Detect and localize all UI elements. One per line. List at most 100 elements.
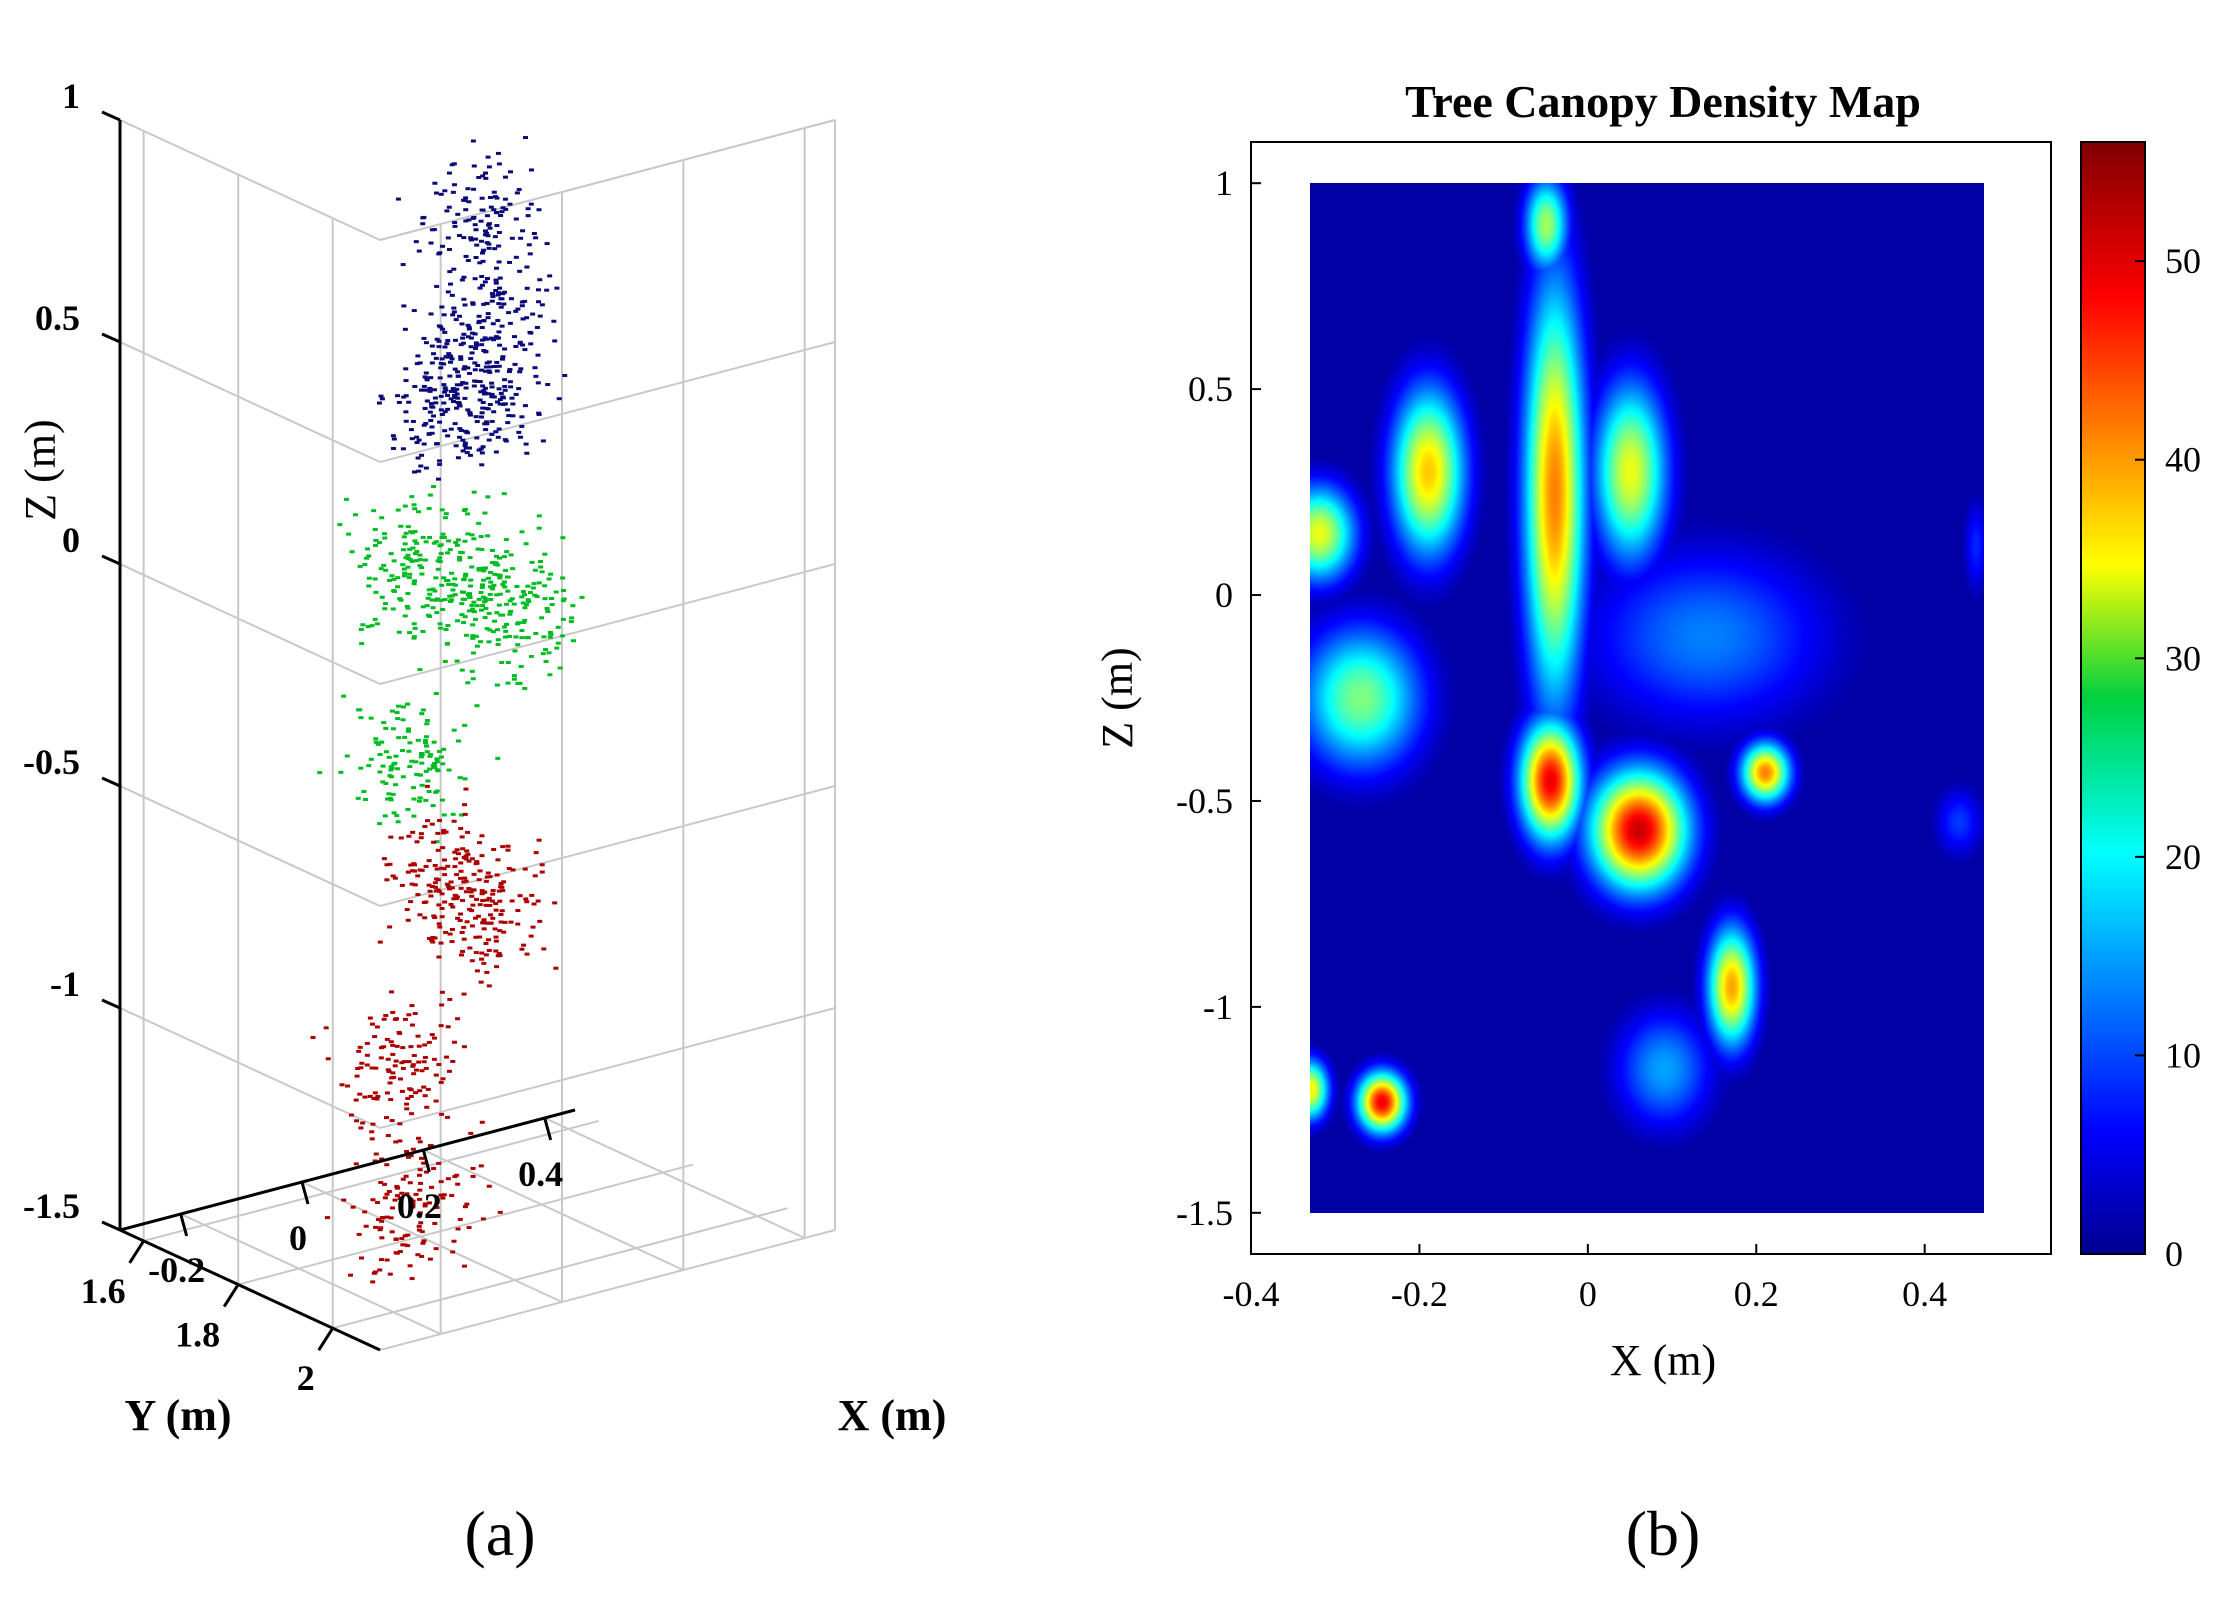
- point: [487, 1185, 492, 1188]
- point: [436, 956, 441, 959]
- point: [450, 940, 455, 943]
- point: [471, 601, 476, 604]
- point: [457, 315, 462, 318]
- point: [426, 1088, 431, 1091]
- point: [423, 422, 428, 425]
- point: [552, 339, 557, 342]
- point: [410, 1277, 415, 1280]
- point: [524, 603, 529, 606]
- point: [535, 595, 540, 598]
- point: [410, 883, 415, 886]
- point: [497, 428, 502, 431]
- point: [393, 1064, 398, 1067]
- point: [442, 813, 447, 816]
- point: [405, 1244, 410, 1247]
- point: [523, 136, 528, 139]
- point: [504, 603, 509, 606]
- point: [368, 1095, 373, 1098]
- point: [371, 509, 376, 512]
- point: [501, 931, 506, 934]
- point: [411, 815, 416, 818]
- point: [455, 660, 460, 663]
- point: [503, 176, 508, 179]
- point: [395, 711, 400, 714]
- point: [383, 1014, 388, 1017]
- point: [545, 383, 550, 386]
- point: [460, 278, 465, 281]
- point: [434, 540, 439, 543]
- point: [421, 536, 426, 539]
- point: [491, 410, 496, 413]
- point: [387, 579, 392, 582]
- point: [507, 370, 512, 373]
- point: [473, 347, 478, 350]
- point: [474, 436, 479, 439]
- point: [473, 277, 478, 280]
- point: [414, 436, 419, 439]
- x-tick-label: 0.4: [1902, 1274, 1947, 1314]
- point: [551, 320, 556, 323]
- point: [362, 1096, 367, 1099]
- point: [439, 756, 444, 759]
- point: [459, 887, 464, 890]
- point: [442, 331, 447, 334]
- point: [481, 319, 486, 322]
- point: [469, 566, 474, 569]
- point: [440, 762, 445, 765]
- point: [518, 894, 523, 897]
- point: [407, 741, 412, 744]
- point: [477, 569, 482, 572]
- point: [468, 579, 473, 582]
- point: [510, 899, 515, 902]
- point: [520, 344, 525, 347]
- point: [373, 577, 378, 580]
- point: [400, 884, 405, 887]
- point: [498, 913, 503, 916]
- point: [471, 677, 476, 680]
- point: [473, 936, 478, 939]
- point: [503, 389, 508, 392]
- point: [498, 403, 503, 406]
- point: [389, 552, 394, 555]
- y-tick-label: 1: [1215, 163, 1233, 203]
- point: [548, 573, 553, 576]
- point: [437, 544, 442, 547]
- point: [404, 1107, 409, 1110]
- point: [482, 891, 487, 894]
- point: [533, 632, 538, 635]
- point: [455, 1183, 460, 1186]
- point: [418, 1168, 423, 1171]
- point: [464, 849, 469, 852]
- point: [427, 790, 432, 793]
- point: [494, 593, 499, 596]
- point: [534, 851, 539, 854]
- point: [423, 901, 428, 904]
- point: [484, 422, 489, 425]
- point: [463, 574, 468, 577]
- point: [451, 400, 456, 403]
- point: [524, 266, 529, 269]
- point: [390, 1206, 395, 1209]
- point: [448, 354, 453, 357]
- x-tick-label: 0.2: [397, 1186, 442, 1226]
- point: [465, 532, 470, 535]
- point: [349, 1114, 354, 1117]
- colorbar-tick-label: 10: [2165, 1035, 2201, 1075]
- point: [450, 1250, 455, 1253]
- point: [311, 1036, 316, 1039]
- point: [403, 328, 408, 331]
- point: [350, 550, 355, 553]
- point: [358, 1046, 363, 1049]
- point: [486, 577, 491, 580]
- point: [440, 508, 445, 511]
- point: [348, 1274, 353, 1277]
- point: [521, 317, 526, 320]
- point: [354, 1099, 359, 1102]
- point: [545, 607, 550, 610]
- point: [466, 887, 471, 890]
- point: [444, 512, 449, 515]
- point: [442, 536, 447, 539]
- caption-b: (b): [1626, 1498, 1701, 1569]
- y-axis-label: Y (m): [124, 1391, 231, 1440]
- point: [395, 717, 400, 720]
